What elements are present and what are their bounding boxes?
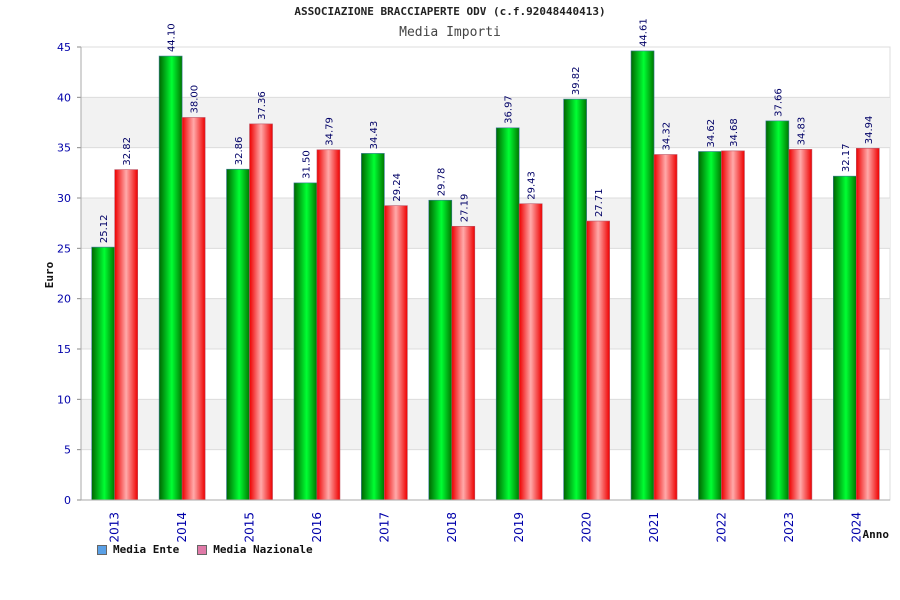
grid-band xyxy=(81,399,890,450)
data-label: 29.78 xyxy=(436,168,447,197)
bar-media-ente xyxy=(765,120,790,501)
y-tick-label: 0 xyxy=(64,494,71,507)
legend-label-nazionale: Media Nazionale xyxy=(213,543,313,556)
y-tick-label: 10 xyxy=(57,393,71,406)
data-label: 44.61 xyxy=(639,18,650,47)
data-label: 37.66 xyxy=(773,88,784,117)
bar-media-nazionale xyxy=(788,149,813,501)
legend-label-ente: Media Ente xyxy=(113,543,180,556)
data-label: 39.82 xyxy=(571,67,582,96)
legend-swatch-nazionale xyxy=(197,544,208,555)
x-axis-title: Anno xyxy=(863,528,890,541)
bar-media-ente xyxy=(563,98,587,501)
bar-media-nazionale xyxy=(384,205,408,501)
x-tick-label: 2024 xyxy=(849,512,863,543)
bar-media-ente xyxy=(495,127,520,501)
bar-media-ente xyxy=(698,151,722,501)
bar-media-ente xyxy=(226,168,250,501)
y-tick-label: 15 xyxy=(57,343,71,356)
bar-media-ente xyxy=(293,182,318,501)
y-tick-label: 30 xyxy=(57,192,71,205)
data-label: 25.12 xyxy=(99,214,110,243)
bar-media-ente xyxy=(158,55,183,501)
data-label: 34.43 xyxy=(369,121,380,150)
x-tick-label: 2018 xyxy=(445,512,459,543)
data-label: 27.71 xyxy=(594,188,605,217)
legend: Media Ente Media Nazionale xyxy=(97,543,313,556)
x-tick-label: 2021 xyxy=(647,512,661,543)
legend-item-media-nazionale: Media Nazionale xyxy=(197,543,313,556)
y-tick-label: 35 xyxy=(57,142,71,155)
grid-band xyxy=(81,198,890,249)
data-label: 36.97 xyxy=(504,95,515,124)
legend-swatch-ente xyxy=(97,544,107,555)
y-tick-label: 25 xyxy=(57,242,71,255)
y-tick-label: 45 xyxy=(57,41,71,54)
data-label: 44.10 xyxy=(167,23,178,52)
y-tick-label: 5 xyxy=(64,444,71,457)
data-label: 37.36 xyxy=(257,91,268,120)
legend-item-media-ente: Media Ente xyxy=(97,543,179,556)
data-label: 31.50 xyxy=(301,150,312,179)
bar-media-nazionale xyxy=(451,225,476,501)
x-tick-label: 2022 xyxy=(714,512,728,543)
bar-media-nazionale xyxy=(586,220,610,501)
chart-subtitle: Media Importi xyxy=(399,25,501,40)
data-label: 34.62 xyxy=(706,119,717,148)
bar-media-nazionale xyxy=(181,117,206,501)
data-label: 29.24 xyxy=(392,173,403,202)
bar-media-nazionale xyxy=(249,123,273,501)
x-tick-label: 2017 xyxy=(377,512,391,543)
bar-media-nazionale xyxy=(721,150,745,501)
bar-media-nazionale xyxy=(114,169,139,501)
data-label: 27.19 xyxy=(459,194,470,223)
bar-media-nazionale xyxy=(653,154,678,501)
x-tick-label: 2020 xyxy=(580,512,594,543)
x-tick-label: 2013 xyxy=(108,512,122,543)
bar-media-ente xyxy=(428,199,453,501)
data-label: 32.86 xyxy=(234,137,245,166)
x-tick-label: 2014 xyxy=(175,512,189,543)
bar-media-nazionale xyxy=(518,203,543,501)
data-label: 34.83 xyxy=(796,117,807,146)
bar-media-ente xyxy=(361,153,385,501)
x-tick-label: 2016 xyxy=(310,512,324,543)
bar-media-ente xyxy=(91,246,116,501)
x-tick-label: 2019 xyxy=(512,512,526,543)
y-axis-title: Euro xyxy=(43,261,56,288)
bar-media-nazionale xyxy=(855,147,880,501)
grid-band xyxy=(81,298,890,349)
data-label: 34.79 xyxy=(324,117,335,146)
bar-media-ente xyxy=(630,50,655,501)
bar-media-ente xyxy=(832,175,857,501)
data-label: 32.17 xyxy=(841,144,852,173)
data-label: 32.82 xyxy=(122,137,133,166)
data-label: 29.43 xyxy=(527,171,538,200)
x-tick-label: 2023 xyxy=(782,512,796,543)
y-tick-label: 20 xyxy=(57,293,71,306)
data-label: 34.68 xyxy=(729,118,740,147)
y-tick-label: 40 xyxy=(57,91,71,104)
data-label: 34.94 xyxy=(864,116,875,145)
data-label: 34.32 xyxy=(662,122,673,151)
grid-band xyxy=(81,97,890,148)
x-tick-label: 2015 xyxy=(243,512,257,543)
chart-title: ASSOCIAZIONE BRACCIAPERTE ODV (c.f.92048… xyxy=(294,5,606,18)
data-label: 38.00 xyxy=(190,85,201,114)
bar-media-nazionale xyxy=(316,149,341,501)
